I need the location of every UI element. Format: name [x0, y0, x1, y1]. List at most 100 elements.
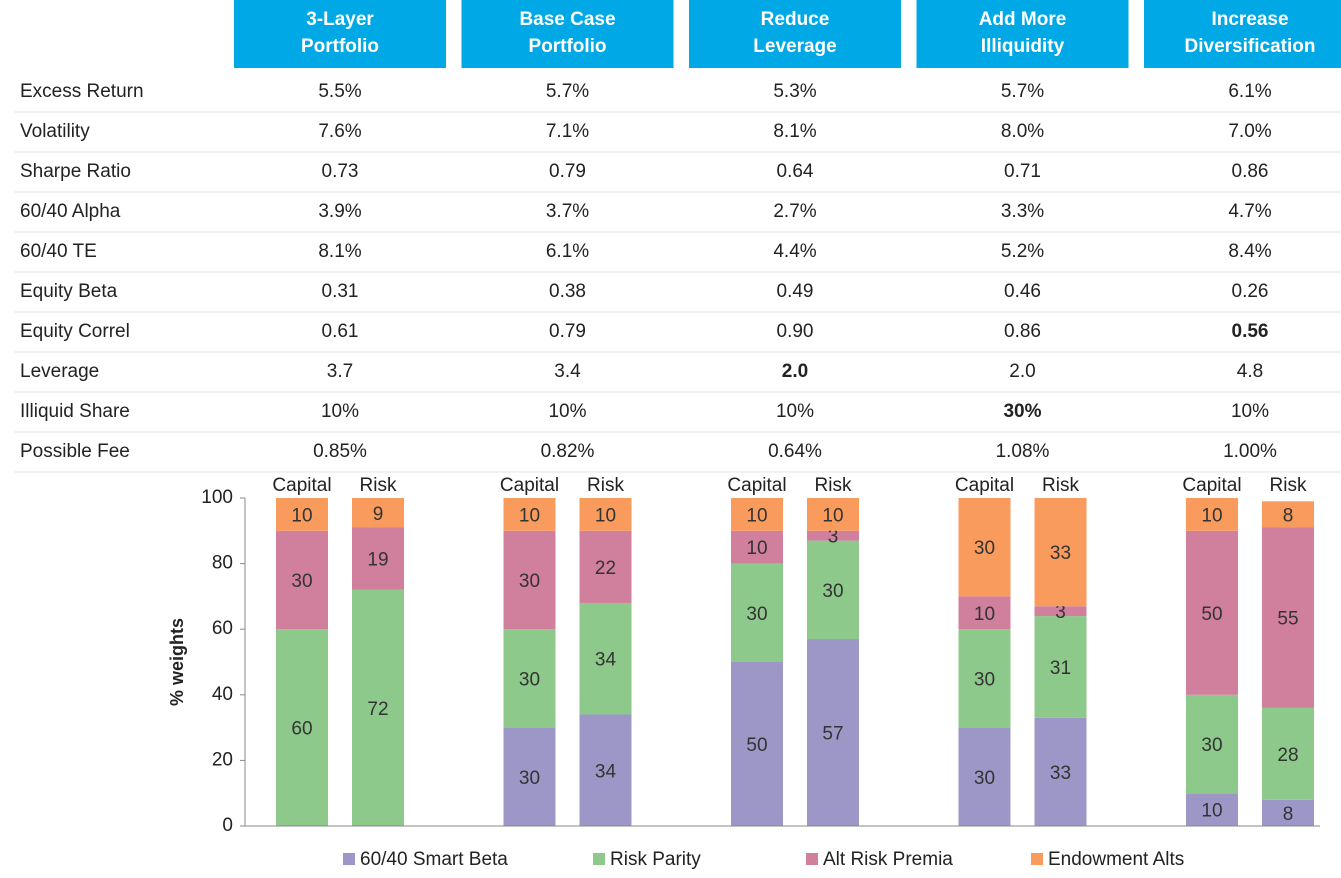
legend-swatch: [343, 853, 355, 865]
bar-segment: [276, 498, 328, 531]
bar-segment: [958, 629, 1011, 728]
bar-segment: [352, 589, 404, 826]
header-cell: [461, 0, 674, 68]
legend-swatch: [593, 853, 605, 865]
cell: 5.7%: [1001, 81, 1044, 102]
bar-label: 28: [1277, 745, 1298, 766]
bar-segment: [1262, 527, 1314, 708]
bar-segment: [579, 530, 632, 603]
header-text: 3-Layer: [306, 9, 374, 30]
bar-segment: [352, 498, 404, 528]
cell: 0.31: [322, 281, 359, 302]
x-tick-label: Capital: [272, 475, 331, 496]
y-tick-label: 100: [201, 487, 233, 508]
cell: 0.90: [777, 321, 814, 342]
bar-segment: [807, 639, 859, 826]
bar-label: 10: [1201, 801, 1222, 822]
bar-segment: [352, 527, 404, 590]
x-tick-label: Capital: [1182, 475, 1241, 496]
bar-segment: [276, 530, 328, 630]
bar-segment: [503, 727, 556, 826]
legend-label: Endowment Alts: [1048, 849, 1184, 870]
cell: 2.0: [1009, 361, 1035, 382]
row-label: Possible Fee: [20, 441, 130, 462]
bar-label: 10: [974, 604, 995, 625]
bar-label: 60: [291, 719, 312, 740]
bar-segment: [807, 498, 859, 531]
bar-segment: [1034, 717, 1087, 826]
bar-segment: [503, 498, 556, 531]
cell: 0.71: [1004, 161, 1041, 182]
bar-segment: [958, 596, 1011, 630]
legend-swatch: [1031, 853, 1043, 865]
bar-segment: [958, 727, 1011, 826]
bar-label: 34: [595, 761, 617, 782]
bar-segment: [1034, 606, 1087, 617]
cell: 10%: [548, 401, 586, 422]
bar-segment: [579, 602, 632, 715]
bar-segment: [1262, 707, 1314, 800]
x-tick-label: Risk: [1042, 475, 1079, 496]
cell: 0.56: [1232, 321, 1269, 342]
cell: 7.6%: [318, 121, 361, 142]
bar-label: 50: [1201, 604, 1222, 625]
header-text: Add More: [979, 9, 1067, 30]
y-tick-label: 80: [212, 553, 233, 574]
bar-label: 3: [828, 527, 839, 548]
cell: 0.73: [322, 161, 359, 182]
cell: 1.08%: [996, 441, 1050, 462]
bar-segment: [1186, 694, 1238, 794]
header-text: Diversification: [1185, 36, 1316, 57]
bar-label: 9: [373, 504, 384, 525]
bar-label: 57: [822, 724, 843, 745]
x-tick-label: Capital: [727, 475, 786, 496]
row-label: 60/40 Alpha: [20, 201, 121, 222]
cell: 30%: [1003, 401, 1041, 422]
bar-segment: [276, 629, 328, 826]
cell: 2.7%: [773, 201, 816, 222]
cell: 5.7%: [546, 81, 589, 102]
bar-label: 30: [519, 669, 540, 690]
header-cell: [234, 0, 446, 68]
bar-label: 10: [291, 505, 312, 526]
cell: 5.2%: [1001, 241, 1044, 262]
bar-segment: [579, 714, 632, 826]
cell: 0.79: [549, 321, 586, 342]
bar-segment: [1262, 799, 1314, 826]
bar-label: 10: [1201, 505, 1222, 526]
cell: 8.0%: [1001, 121, 1044, 142]
bar-label: 30: [746, 604, 767, 625]
row-label: Leverage: [20, 361, 99, 382]
bar-segment: [503, 629, 556, 728]
cell: 0.85%: [313, 441, 367, 462]
bar-label: 3: [1055, 602, 1066, 623]
cell: 0.61: [322, 321, 359, 342]
x-tick-label: Capital: [500, 475, 559, 496]
header-text: Leverage: [753, 36, 836, 57]
x-tick-label: Risk: [815, 475, 852, 496]
cell: 0.38: [549, 281, 586, 302]
bar-label: 30: [974, 538, 995, 559]
bar-label: 33: [1050, 763, 1071, 784]
header-text: Portfolio: [301, 36, 379, 57]
header-text: Reduce: [761, 9, 830, 30]
bar-segment: [1262, 501, 1314, 528]
legend-label: 60/40 Smart Beta: [360, 849, 508, 870]
bar-label: 10: [746, 505, 767, 526]
row-label: Sharpe Ratio: [20, 161, 131, 182]
header-cell: [689, 0, 901, 68]
row-label: Excess Return: [20, 81, 144, 102]
cell: 10%: [321, 401, 359, 422]
cell: 3.9%: [318, 201, 361, 222]
bar-segment: [731, 498, 783, 531]
cell: 8.1%: [773, 121, 816, 142]
bar-segment: [807, 530, 859, 541]
bar-segment: [731, 563, 783, 662]
bar-segment: [1186, 498, 1238, 531]
bar-segment: [958, 498, 1011, 597]
bar-label: 72: [367, 699, 388, 720]
header-text: Base Case: [519, 9, 615, 30]
cell: 6.1%: [1228, 81, 1271, 102]
bar-label: 30: [519, 768, 540, 789]
cell: 8.4%: [1228, 241, 1271, 262]
